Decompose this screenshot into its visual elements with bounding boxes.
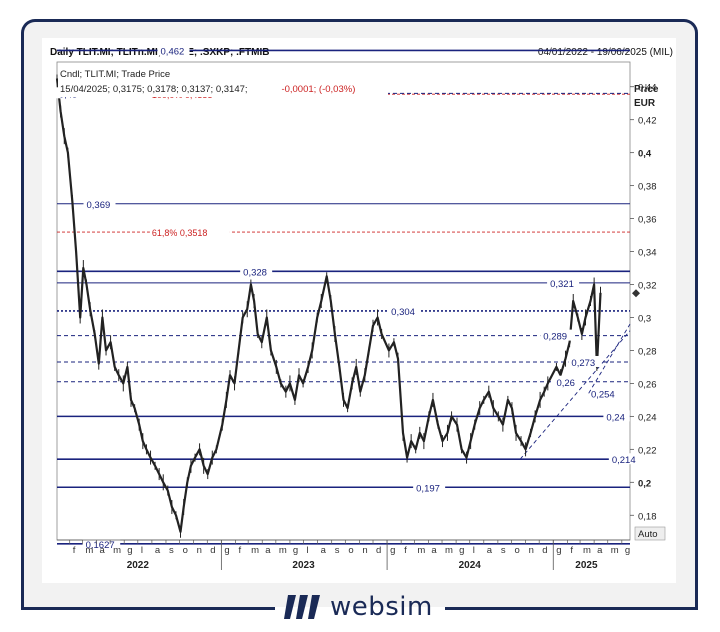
chart-title: Daily TLIT.MI; TLITn.MI; .SXKE; .SXKP; .… xyxy=(50,47,270,58)
websim-mark-icon xyxy=(284,595,320,619)
footer-line-left xyxy=(21,607,275,610)
brand-logo: websim xyxy=(282,589,433,625)
brand-name: websim xyxy=(330,592,433,622)
chart-card xyxy=(42,38,676,583)
date-range: 04/01/2022 - 19/06/2025 (MIL) xyxy=(537,47,673,58)
footer-line-right xyxy=(445,607,698,610)
